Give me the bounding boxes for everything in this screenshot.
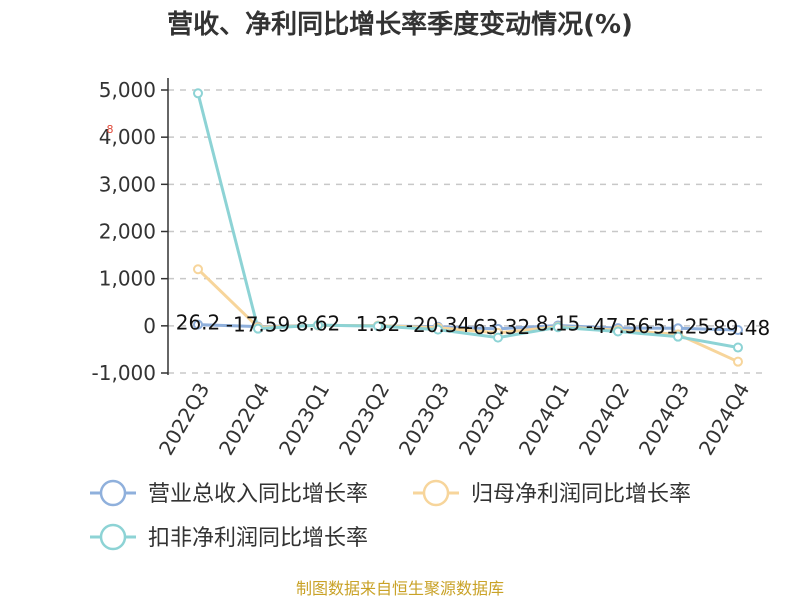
x-tick-label: 2022Q4 (214, 379, 274, 460)
data-label: -51.25 (646, 314, 710, 338)
data-point-s3-10 (733, 342, 743, 353)
data-point-s1-1 (193, 319, 203, 330)
legend-item-2[interactable]: 归母净利润同比增长率 (413, 479, 691, 507)
legend-label: 扣非净利润同比增长率 (148, 526, 368, 551)
data-point-s2-10 (733, 356, 743, 367)
data-label: -47.56 (586, 314, 650, 338)
x-tick-label: 2023Q4 (454, 379, 514, 460)
series-line-3 (196, 92, 739, 350)
annotation-mark: 8 (107, 123, 114, 136)
data-label: 26.2 (176, 311, 221, 335)
x-tick-label: 2024Q4 (694, 379, 754, 460)
chart-title: 营收、净利同比增长率季度变动情况(%) (167, 9, 633, 40)
data-point-s3-5 (433, 324, 443, 335)
data-point-s3-3 (313, 320, 323, 331)
data-point-s2-1 (193, 264, 203, 275)
legend-item-3[interactable]: 扣非净利润同比增长率 (90, 523, 368, 551)
data-point-s3-1 (193, 88, 203, 99)
data-label: -17.59 (226, 313, 290, 337)
data-point-s3-4 (373, 321, 383, 332)
legend-item-1[interactable]: 营业总收入同比增长率 (90, 479, 368, 507)
grid-layer (168, 89, 768, 374)
data-label: 8.15 (536, 311, 581, 335)
data-label: -63.32 (466, 315, 530, 339)
legend-marker (99, 479, 127, 507)
x-tick-label: 2023Q1 (274, 379, 334, 460)
data-point-s3-8 (613, 326, 623, 337)
data-label: -89.48 (706, 316, 770, 340)
data-point-s3-7 (553, 322, 563, 333)
source-note: 制图数据来自恒生聚源数据库 (296, 579, 504, 598)
y-tick-label: 4,000 (99, 125, 156, 149)
data-label-layer: 26.2 -17.59 8.62 1.32 -20.34-63.32 8.15 -47.56… (176, 311, 771, 340)
data-label: -20.34 (406, 313, 470, 337)
data-point-s3-9 (673, 331, 683, 342)
data-label: 1.32 (356, 312, 401, 336)
data-point-s3-2 (253, 323, 263, 334)
x-tick-label: 2023Q3 (394, 379, 454, 460)
legend-label: 归母净利润同比增长率 (471, 482, 691, 507)
data-point-s3-6 (493, 332, 503, 343)
data-label: 8.62 (296, 311, 341, 335)
y-tick-label: 2,000 (99, 220, 156, 244)
y-tick-label: 1,000 (99, 267, 156, 291)
x-tick-label: 2024Q1 (514, 379, 574, 460)
y-tick-label: 3,000 (99, 172, 156, 196)
x-tick-label: 2024Q2 (574, 379, 634, 460)
data-point-s1-10 (733, 325, 743, 336)
legend-marker (99, 523, 127, 551)
legend-label: 营业总收入同比增长率 (148, 482, 368, 507)
legend-marker (422, 479, 450, 507)
y-tick-label: 5,000 (99, 78, 156, 102)
y-tick-label: 0 (143, 314, 156, 338)
x-tick-label: 2022Q3 (154, 379, 214, 460)
series-layer (193, 88, 743, 367)
x-tick-label: 2024Q3 (634, 379, 694, 460)
x-tick-label: 2023Q2 (334, 379, 394, 460)
y-tick-label: -1,000 (92, 361, 156, 385)
